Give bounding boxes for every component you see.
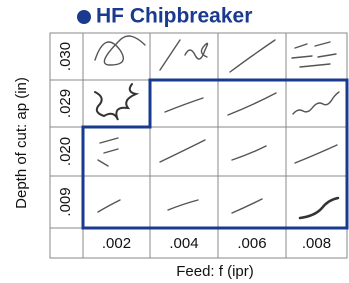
column-label: .006 <box>237 235 266 252</box>
chip <box>95 36 145 65</box>
row-label: .029 <box>57 89 74 118</box>
chip <box>228 93 276 115</box>
row-label: .009 <box>57 187 74 216</box>
column-label: .004 <box>169 235 198 252</box>
chip <box>160 140 205 162</box>
chip <box>165 98 203 112</box>
cell <box>218 80 286 127</box>
title-bullet <box>77 10 91 24</box>
chip <box>168 200 198 210</box>
cell <box>218 176 286 228</box>
cell <box>150 127 218 176</box>
chip <box>230 40 275 72</box>
cell <box>286 176 347 228</box>
cell <box>286 33 347 80</box>
chip <box>98 138 118 166</box>
title: HF Chipbreaker <box>96 5 252 28</box>
row-label: .020 <box>57 137 74 166</box>
y-axis-label: Depth of cut: ap (in) <box>13 77 30 209</box>
cell <box>286 127 347 176</box>
cell <box>83 127 150 176</box>
column-label: .002 <box>102 235 131 252</box>
x-axis-label: Feed: f (ipr) <box>176 263 254 280</box>
column-label: .008 <box>302 235 331 252</box>
cell <box>83 80 150 127</box>
chip <box>232 146 266 160</box>
chip <box>232 199 262 213</box>
chip-chart: HF Chipbreaker Depth of cut: ap (in) Fee… <box>0 0 349 283</box>
chip <box>98 200 120 212</box>
chip <box>160 40 208 70</box>
chip <box>295 145 337 163</box>
recommended-zone <box>83 80 347 228</box>
chip <box>300 198 338 218</box>
cell <box>150 80 218 127</box>
cell <box>218 127 286 176</box>
row-label: .030 <box>57 42 74 71</box>
cell <box>150 33 218 80</box>
cell <box>150 176 218 228</box>
chip <box>95 84 136 120</box>
cell <box>50 228 83 258</box>
chip <box>293 92 339 114</box>
chip <box>292 42 336 67</box>
